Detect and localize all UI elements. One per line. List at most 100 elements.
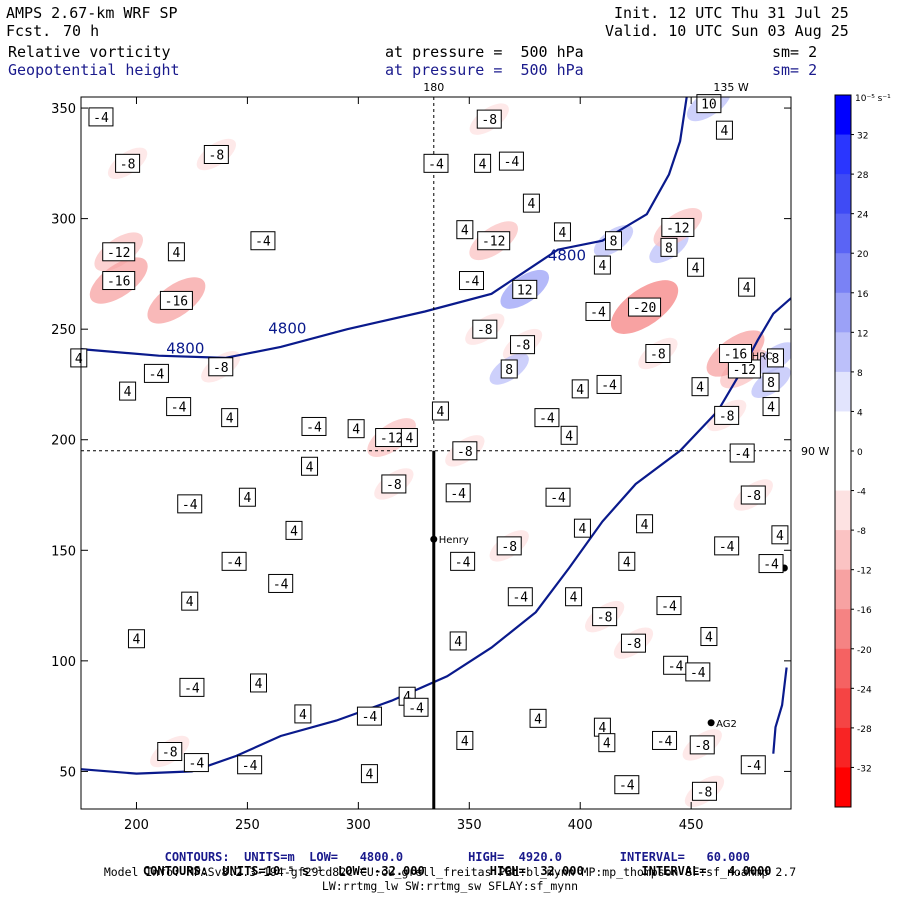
- vorticity-label-text: -4: [306, 420, 322, 435]
- vorticity-label-box: [714, 405, 740, 425]
- vorticity-label: 8: [500, 359, 518, 379]
- plot-overlays: [81, 97, 791, 809]
- vorticity-label-box: [115, 153, 141, 173]
- model-info: Model Info: MPASv8.2.3-194-gf29cd82c CU:…: [103, 865, 797, 879]
- vorticity-label-text: 4: [243, 491, 251, 506]
- forecast-hours: 70 h: [63, 22, 100, 40]
- colorbar-tick-label: 4: [857, 408, 863, 418]
- vorticity-label: 4: [522, 193, 540, 213]
- vorticity-label: -12: [661, 217, 695, 237]
- vorticity-label: -4: [534, 408, 560, 428]
- vorticity-label-box: [656, 596, 682, 616]
- vorticity-label: -4: [596, 374, 622, 394]
- colorbar-tick-label: 32: [857, 132, 868, 142]
- vorticity-label-box: [620, 633, 646, 653]
- colorbar-swatch: [835, 451, 851, 492]
- vorticity-label-box: [400, 428, 418, 448]
- vorticity-label-text: 8: [772, 352, 780, 367]
- vorticity-label: 4: [167, 242, 185, 262]
- vorticity-label-box: [203, 144, 229, 164]
- vorticity-label-text: -4: [171, 401, 187, 416]
- colorbar-swatch: [835, 213, 851, 254]
- vorticity-label-box: [450, 551, 476, 571]
- vorticity-label-text: -8: [457, 445, 473, 460]
- colorbar-tick-label: 0: [857, 448, 863, 458]
- vorticity-label-text: 4: [641, 518, 649, 533]
- vorticity-label: -12: [375, 428, 409, 448]
- vorticity-label: -8: [740, 485, 766, 505]
- vorticity-label-text: 4: [559, 226, 567, 241]
- vorticity-label-box: [660, 237, 678, 257]
- vorticity-label-text: -8: [745, 489, 761, 504]
- vorticity-label-text: -8: [719, 409, 735, 424]
- vorticity-label-text: -4: [242, 759, 258, 774]
- vorticity-label: -8: [452, 441, 478, 461]
- vorticity-label-box: [565, 587, 583, 607]
- vorticity-label-box: [477, 231, 511, 251]
- vorticity-label: -8: [381, 474, 407, 494]
- vorticity-label-box: [696, 94, 722, 114]
- vorticity-label-box: [585, 301, 611, 321]
- vorticity-label-text: 4: [255, 677, 263, 692]
- y-tick-label: 50: [59, 765, 76, 780]
- vorticity-label-box: [208, 357, 234, 377]
- x-tick-label: 200: [124, 818, 149, 833]
- vorticity-label: 4: [618, 551, 636, 571]
- vorticity-label-text: -8: [213, 361, 229, 376]
- vorticity-label-text: 4: [534, 712, 542, 727]
- vorticity-label-text: 4: [454, 635, 462, 650]
- vorticity-label-text: -8: [650, 347, 666, 362]
- colorbar-tick-label: -32: [857, 764, 872, 774]
- vorticity-label-text: -8: [697, 785, 713, 800]
- vorticity-units: UNITS=10⁻⁵ s⁻¹: [222, 864, 324, 878]
- vorticity-label: 4: [571, 379, 589, 399]
- field2-smoothing: sm= 2: [772, 61, 818, 79]
- colorbar-tick-label: 20: [857, 250, 869, 260]
- station-name: Henry: [439, 535, 469, 546]
- vorticity-label-box: [449, 631, 467, 651]
- vorticity-label: -4: [652, 730, 678, 750]
- vorticity-label: -4: [177, 494, 203, 514]
- vorticity-label-text: -4: [273, 577, 289, 592]
- vorticity-label-text: -4: [745, 759, 761, 774]
- vorticity-label-text: 4: [226, 412, 234, 427]
- vorticity-label-box: [762, 372, 780, 392]
- vorticity-label-box: [766, 348, 784, 368]
- vorticity-label: 8: [762, 372, 780, 392]
- colorbar-swatch: [835, 569, 851, 610]
- vorticity-label: 4: [360, 764, 378, 784]
- height-interval: INTERVAL= 60.000: [619, 850, 750, 864]
- vorticity-label-text: -4: [690, 666, 706, 681]
- vorticity-label-box: [571, 379, 589, 399]
- model-name: AMPS 2.67-km WRF SP: [6, 4, 178, 22]
- vorticity-label: -4: [143, 363, 169, 383]
- vorticity-label-text: -4: [668, 659, 684, 674]
- vorticity-label-box: [512, 279, 538, 299]
- vorticity-label: -4: [237, 755, 263, 775]
- vorticity-label-text: 8: [610, 235, 618, 250]
- vorticity-label-text: -8: [209, 148, 225, 163]
- vorticity-label-box: [143, 363, 169, 383]
- vorticity-label-text: 4: [290, 524, 298, 539]
- vorticity-label: -4: [450, 551, 476, 571]
- vorticity-label-box: [102, 271, 136, 291]
- vorticity-label: 4: [221, 408, 239, 428]
- vorticity-label: 4: [285, 520, 303, 540]
- vorticity-label-text: -4: [182, 498, 198, 513]
- vorticity-label-box: [301, 416, 327, 436]
- vorticity-label-text: -4: [464, 275, 480, 290]
- vorticity-label-text: 4: [721, 124, 729, 139]
- y-tick-label: 200: [51, 434, 76, 449]
- vorticity-label-text: -12: [107, 246, 130, 261]
- vorticity-label: 4: [70, 348, 88, 368]
- vorticity-label-text: 4: [403, 690, 411, 705]
- vorticity-label-box: [738, 277, 756, 297]
- vorticity-label-box: [758, 554, 784, 574]
- vorticity-label: -4: [498, 151, 524, 171]
- vorticity-label-box: [534, 408, 560, 428]
- vorticity-label: 4: [573, 518, 591, 538]
- colorbar-swatch: [835, 727, 851, 768]
- vorticity-label-text: 4: [461, 734, 469, 749]
- vorticity-label-box: [102, 242, 136, 262]
